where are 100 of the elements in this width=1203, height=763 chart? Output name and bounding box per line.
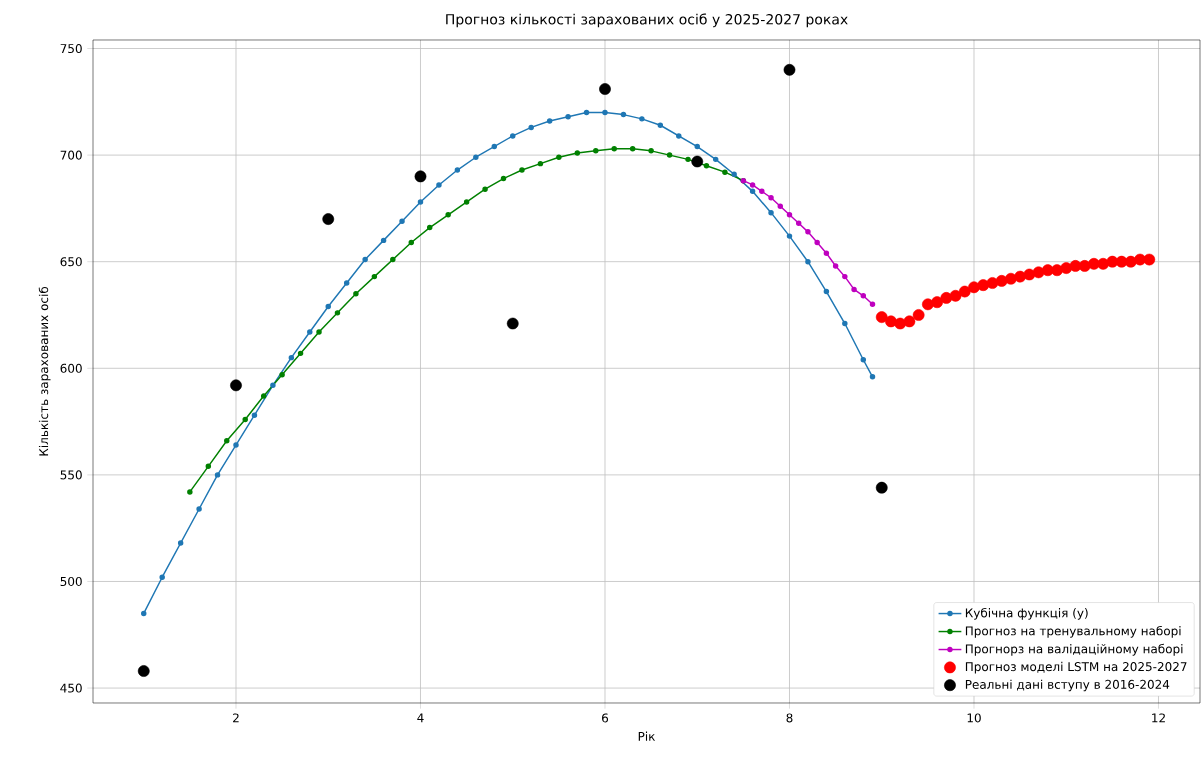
point xyxy=(639,116,645,122)
point xyxy=(851,286,857,293)
point xyxy=(519,167,525,173)
point xyxy=(353,290,359,297)
point xyxy=(436,182,442,188)
point xyxy=(912,309,925,321)
point xyxy=(931,296,943,309)
point xyxy=(940,292,953,304)
point xyxy=(685,156,691,163)
point xyxy=(875,311,888,323)
point xyxy=(233,442,239,448)
point xyxy=(875,481,888,494)
point xyxy=(288,354,295,361)
x-tick-label: 12 xyxy=(1152,713,1165,723)
point xyxy=(546,118,553,124)
point xyxy=(224,438,230,444)
point xyxy=(599,83,611,95)
point xyxy=(805,229,811,235)
point xyxy=(860,357,867,363)
point xyxy=(986,277,999,289)
legend-label: Прогнорз на валідаційному наборі xyxy=(965,643,1183,656)
point xyxy=(371,273,378,280)
legend-label: Кубічна функція (y) xyxy=(965,607,1088,620)
point xyxy=(362,256,368,263)
point xyxy=(749,188,756,195)
point xyxy=(731,171,737,178)
point xyxy=(949,289,962,302)
point xyxy=(694,143,700,150)
point xyxy=(445,212,451,218)
point xyxy=(869,301,876,308)
x-tick-label: 8 xyxy=(786,713,793,723)
point xyxy=(842,320,848,327)
x-axis-title: Рік xyxy=(638,731,656,741)
chart-title: Прогноз кількості зарахованих осіб у 2025-2027 роках xyxy=(446,13,848,28)
point xyxy=(159,574,165,580)
x-tick-label: 4 xyxy=(417,713,424,723)
point xyxy=(537,160,544,167)
point xyxy=(316,329,322,335)
point xyxy=(500,175,507,182)
point xyxy=(620,111,627,118)
point xyxy=(196,506,202,512)
y-tick-label: 500 xyxy=(60,576,82,587)
point xyxy=(454,167,461,173)
point xyxy=(777,203,784,210)
point xyxy=(242,416,248,423)
point xyxy=(593,148,599,154)
point xyxy=(783,63,796,76)
y-tick-label: 600 xyxy=(60,363,82,373)
point xyxy=(814,239,820,246)
point xyxy=(602,109,608,116)
point xyxy=(270,382,276,389)
point xyxy=(629,145,636,152)
point xyxy=(426,224,433,231)
point xyxy=(703,163,710,169)
point xyxy=(417,199,424,205)
point xyxy=(786,212,793,218)
point xyxy=(842,273,848,280)
point xyxy=(666,152,673,158)
point xyxy=(676,133,682,139)
x-tick-label: 6 xyxy=(602,713,609,723)
point xyxy=(187,489,193,495)
point xyxy=(823,288,830,295)
point xyxy=(611,145,617,152)
point xyxy=(759,188,765,195)
x-tick-label: 10 xyxy=(967,713,981,723)
point xyxy=(958,285,971,298)
point xyxy=(297,350,304,357)
point xyxy=(1069,260,1082,272)
point xyxy=(712,156,719,163)
point xyxy=(795,220,802,227)
point xyxy=(307,329,313,335)
point xyxy=(786,233,793,239)
point xyxy=(648,148,654,154)
point xyxy=(205,463,212,470)
legend-label: Реальні дані вступу в 2016-2024 xyxy=(965,679,1170,692)
point xyxy=(832,263,839,269)
point xyxy=(995,275,1008,287)
legend-label: Прогноз на тренувальному наборі xyxy=(965,625,1181,638)
point xyxy=(903,315,916,328)
point xyxy=(251,412,258,418)
y-axis-title: Кількість зарахованих осіб xyxy=(38,286,51,456)
point xyxy=(860,293,867,299)
point xyxy=(583,109,590,116)
point xyxy=(823,250,830,256)
point xyxy=(565,113,571,120)
point xyxy=(805,258,811,265)
point xyxy=(528,124,534,131)
point xyxy=(322,213,335,225)
point xyxy=(722,169,728,175)
point xyxy=(510,133,516,139)
point xyxy=(408,239,415,246)
point xyxy=(325,303,331,310)
point xyxy=(691,155,704,168)
y-tick-label: 650 xyxy=(60,257,82,267)
point xyxy=(1143,253,1156,266)
point xyxy=(657,122,664,128)
point xyxy=(399,218,405,224)
x-tick-label: 2 xyxy=(233,713,239,723)
point xyxy=(214,472,221,478)
point xyxy=(334,310,341,316)
